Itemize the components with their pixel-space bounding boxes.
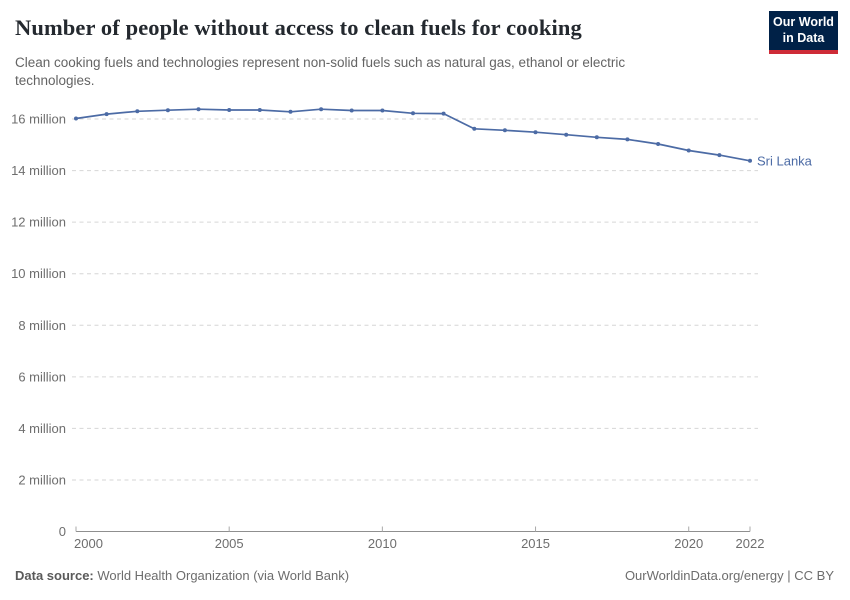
owid-logo: Our World in Data xyxy=(769,11,838,54)
data-point xyxy=(411,111,415,116)
data-point xyxy=(502,128,507,133)
data-point xyxy=(349,108,354,113)
data-point xyxy=(135,109,140,114)
x-axis-labels: 2000 2005 2010 2015 2020 2022 xyxy=(74,536,764,551)
chart-subtitle: Clean cooking fuels and technologies rep… xyxy=(15,55,626,88)
data-source-value: World Health Organization (via World Ban… xyxy=(93,568,350,583)
data-source-label: Data source: xyxy=(15,568,94,583)
data-point xyxy=(625,137,630,142)
data-point xyxy=(686,148,691,153)
data-point xyxy=(656,142,661,146)
x-tick-label: 2022 xyxy=(736,536,765,551)
data-point xyxy=(380,108,385,113)
data-point xyxy=(319,107,324,112)
data-source: Data source: World Health Organization (… xyxy=(15,568,349,583)
data-point xyxy=(441,111,446,116)
data-point xyxy=(594,135,599,140)
data-point xyxy=(717,153,722,158)
owid-logo-line1: Our World xyxy=(773,15,834,29)
data-point xyxy=(227,108,232,112)
data-point xyxy=(288,109,293,114)
y-tick-label: 10 million xyxy=(11,266,66,281)
y-tick-label: 16 million xyxy=(11,112,66,127)
y-tick-label: 2 million xyxy=(18,472,66,487)
y-tick-label: 0 xyxy=(59,524,66,539)
x-tick-label: 2010 xyxy=(368,536,397,551)
x-tick-label: 2000 xyxy=(74,536,103,551)
y-tick-label: 4 million xyxy=(18,421,66,436)
x-tick-label: 2005 xyxy=(215,536,244,551)
y-gridlines xyxy=(72,118,758,532)
x-tick-label: 2020 xyxy=(674,536,703,551)
data-point xyxy=(165,108,170,113)
data-point xyxy=(74,116,78,121)
data-point xyxy=(748,158,752,163)
data-point xyxy=(472,126,477,131)
y-axis-labels: 0 2 million 4 million 6 million 8 million 10 … xyxy=(11,112,66,539)
x-tick-label: 2015 xyxy=(521,536,550,551)
data-point xyxy=(257,108,262,112)
page-title: Number of people without access to clean… xyxy=(15,15,582,40)
data-point xyxy=(104,112,109,117)
x-axis-ticks xyxy=(75,526,751,532)
data-point xyxy=(533,130,538,135)
data-point xyxy=(564,132,569,137)
data-line xyxy=(75,108,751,162)
y-tick-label: 8 million xyxy=(18,318,66,333)
license-credit: OurWorldinData.org/energy | CC BY xyxy=(624,568,834,583)
owid-logo-line2: in Data xyxy=(782,31,825,45)
y-tick-label: 12 million xyxy=(11,215,66,230)
y-tick-label: 14 million xyxy=(11,163,66,178)
y-tick-label: 6 million xyxy=(18,369,66,384)
data-points xyxy=(74,107,752,163)
series-end-label: Sri Lanka xyxy=(757,153,813,168)
data-point xyxy=(196,107,201,112)
